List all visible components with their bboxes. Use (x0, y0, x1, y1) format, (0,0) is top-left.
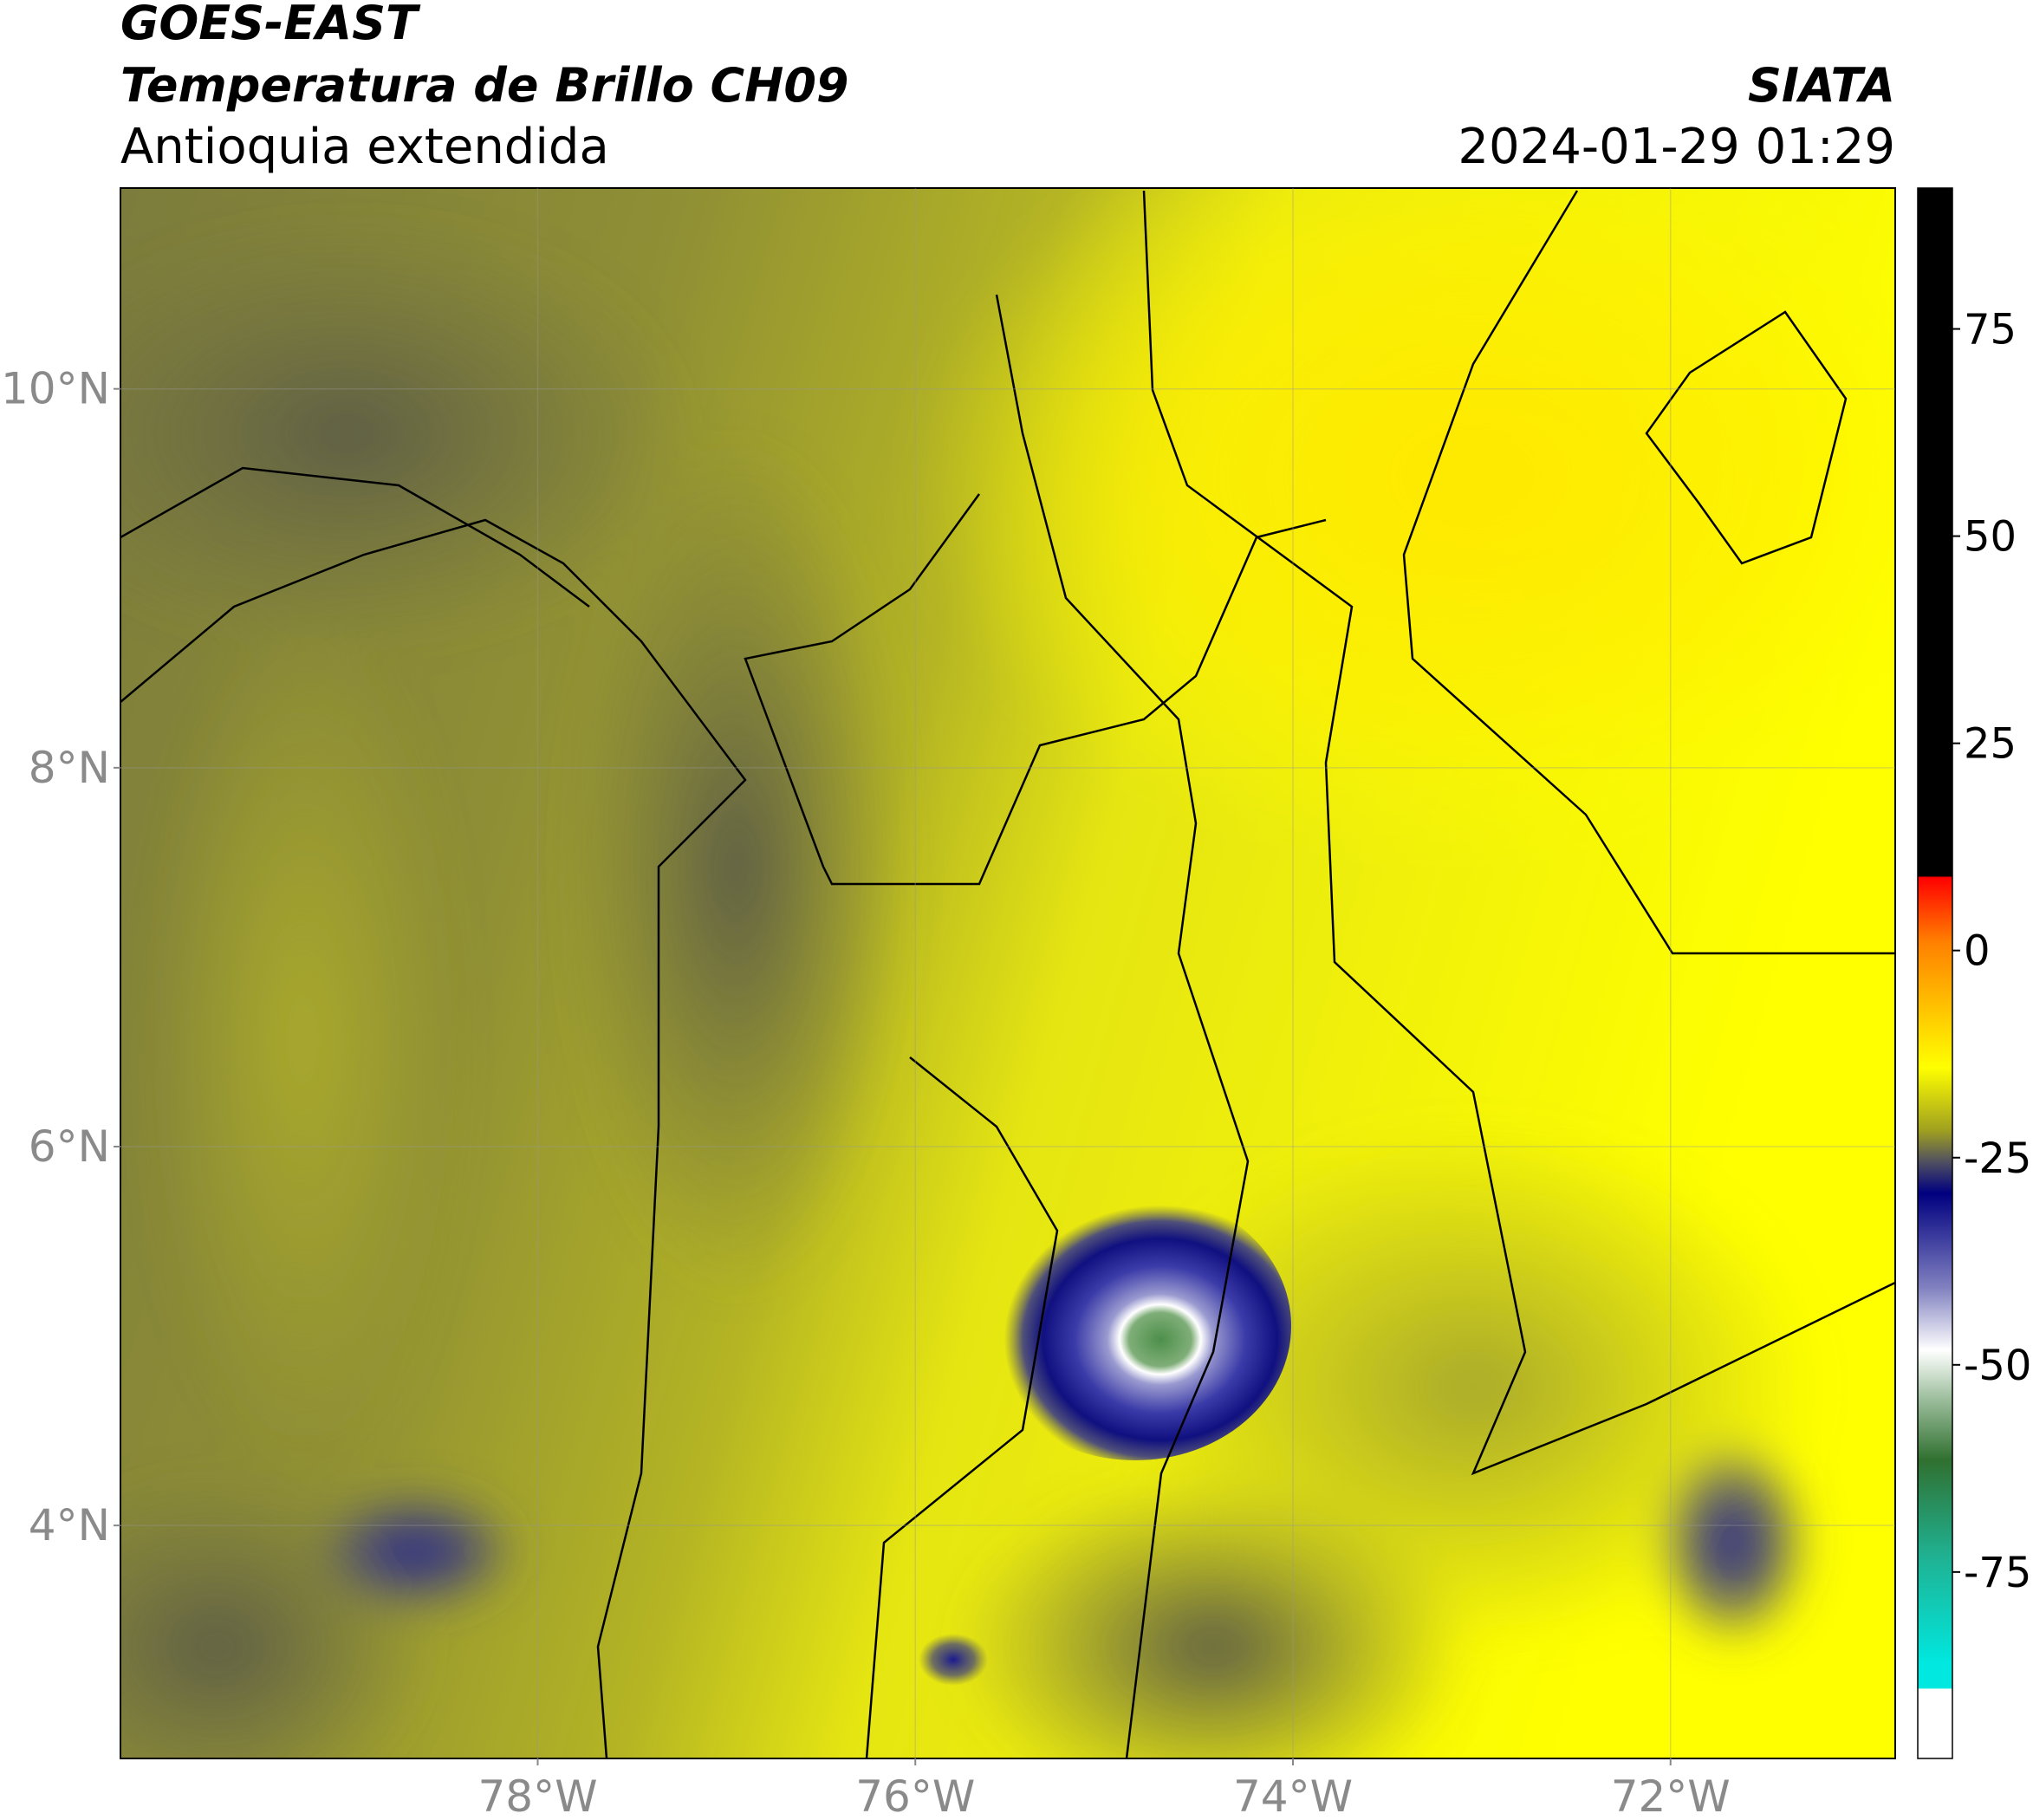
colorbar-label: -50 (1964, 1342, 2031, 1390)
lat-tick-label: 8°N (29, 743, 110, 793)
colorbar-label: 50 (1964, 513, 2017, 562)
title: GOES-EAST (120, 0, 421, 50)
lon-tick-label: 74°W (1233, 1771, 1353, 1820)
region: Antioquia extendida (120, 119, 609, 175)
lon-tick-label: 76°W (855, 1771, 975, 1820)
lat-tick-label: 4°N (29, 1500, 110, 1550)
lat-tick-label: 10°N (1, 364, 110, 414)
map-frame (120, 187, 1896, 1759)
colorbar-label: -25 (1964, 1134, 2031, 1183)
agency: SIATA (1748, 58, 1895, 113)
brightness-field (120, 188, 1895, 1758)
colorbar-label: -75 (1964, 1549, 2031, 1597)
lon-tick-label: 78°W (477, 1771, 597, 1820)
colorbar-label: 75 (1964, 306, 2017, 354)
lon-tick-label: 72°W (1611, 1771, 1731, 1820)
colorbar-label: 25 (1964, 720, 2017, 769)
subtitle: Temperatura de Brillo CH09 (120, 58, 849, 113)
colorbar-label: 0 (1964, 927, 1991, 976)
datetime: 2024-01-29 01:29 (1458, 119, 1895, 175)
colorbar (1917, 187, 1953, 1759)
lat-tick-label: 6°N (29, 1121, 110, 1172)
